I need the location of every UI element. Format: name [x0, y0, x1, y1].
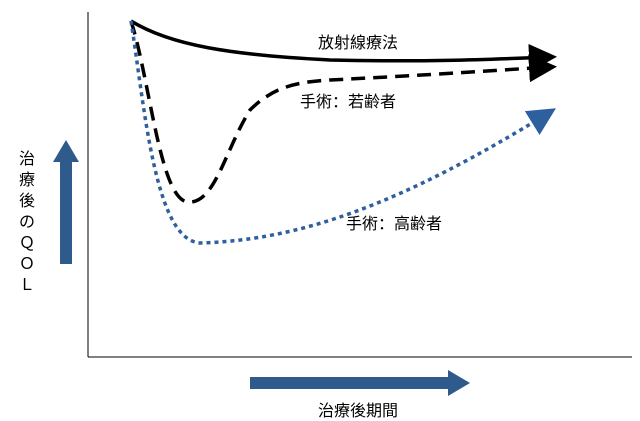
- y-axis-label-char: 後: [19, 191, 35, 210]
- series-surgery-elderly-line: [129, 20, 556, 245]
- y-axis-label-char: の: [19, 212, 35, 231]
- y-axis-label-char: Ｏ: [19, 254, 35, 273]
- series-surgery-young-line: [129, 20, 557, 204]
- series-radiation-label: 放射線療法: [318, 33, 398, 52]
- series-surgery-young-label: 手術：若齢者: [300, 92, 396, 111]
- x-arrow-icon: [250, 370, 470, 396]
- y-axis-label-char: 治: [19, 149, 35, 168]
- y-axis-label: 治 療 後 の Ｑ Ｏ Ｌ: [19, 149, 35, 294]
- y-axis-label-char: Ｑ: [19, 233, 35, 252]
- y-axis-label-char: 療: [19, 170, 35, 189]
- series-surgery-elderly-label: 手術：高齢者: [346, 214, 442, 233]
- y-arrow-icon: [53, 140, 79, 264]
- series-radiation-line: [130, 19, 557, 72]
- y-axis-label-char: Ｌ: [19, 275, 35, 294]
- x-axis-label: 治療後期間: [318, 401, 398, 420]
